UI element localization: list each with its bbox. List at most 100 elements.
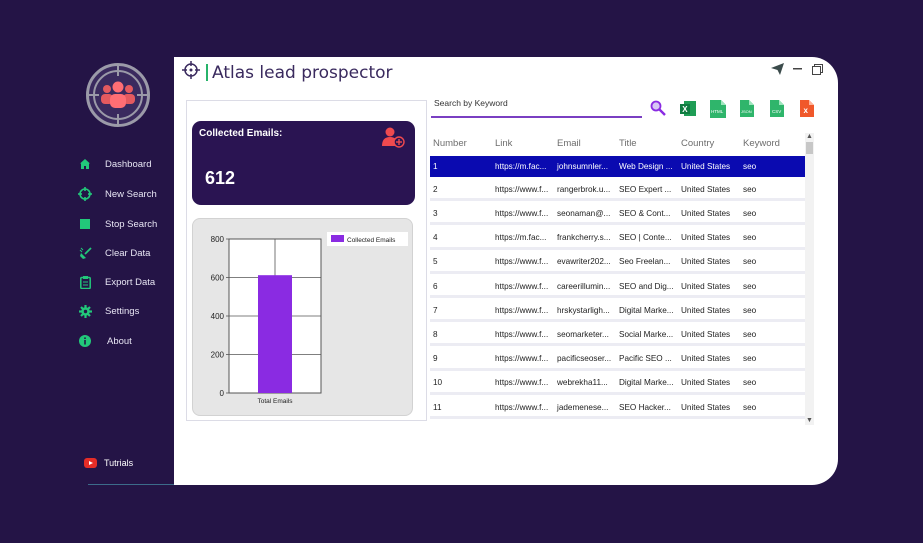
- search-input[interactable]: [432, 95, 637, 115]
- table-row[interactable]: 9 https://www.f... pacificseoser... Pacific…: [430, 349, 805, 371]
- nav-label: Dashboard: [105, 158, 152, 170]
- search-icon[interactable]: [650, 100, 666, 117]
- send-icon[interactable]: [770, 62, 784, 76]
- table-cell: frankcherry.s...: [557, 233, 611, 243]
- sidebar: Dashboard New Search Stop Search Clear D…: [0, 0, 174, 543]
- legend-label: Collected Emails: [347, 237, 396, 244]
- table-cell: seo: [743, 305, 757, 315]
- table-cell: United States: [681, 378, 731, 388]
- nav-clear-data[interactable]: Clear Data: [78, 242, 150, 264]
- table-cell: United States: [681, 233, 731, 243]
- chart-svg: 0 200 400 600 800 Total Emails Collected Email…: [211, 232, 408, 405]
- stats-panel: Collected Emails: 612 0 200 400 600 800 Total…: [186, 100, 427, 421]
- table-cell: https://www.f...: [495, 329, 549, 339]
- table-cell: United States: [681, 257, 731, 267]
- column-header[interactable]: Keyword: [743, 138, 780, 149]
- nav-label: About: [107, 335, 132, 347]
- table-cell: seo: [743, 208, 757, 218]
- table-cell: seonaman@...: [557, 208, 611, 218]
- table-cell: 10: [433, 378, 443, 388]
- app-title: Atlas lead prospector: [206, 63, 393, 83]
- nav-export-data[interactable]: Export Data: [78, 271, 155, 293]
- table-cell: webrekha11...: [557, 378, 608, 388]
- table-cell: seo: [743, 329, 757, 339]
- table-cell: https://www.f...: [495, 208, 549, 218]
- table-row[interactable]: 11 https://www.f... jademenese... SEO Hacke…: [430, 398, 805, 419]
- minimize-button[interactable]: [790, 62, 804, 76]
- table-row[interactable]: 6 https://www.f... careerillumin... SEO and…: [430, 277, 805, 298]
- table-scrollbar[interactable]: ▲ ▼: [805, 133, 814, 425]
- scroll-up-icon[interactable]: ▲: [806, 133, 813, 140]
- nav-new-search[interactable]: New Search: [78, 183, 157, 205]
- nav-dashboard[interactable]: Dashboard: [78, 153, 151, 175]
- crosshair-icon: [182, 61, 200, 84]
- tutorials-link[interactable]: Tutrials: [84, 458, 133, 468]
- table-cell: 5: [433, 257, 438, 267]
- table-cell: https://www.f...: [495, 305, 549, 315]
- table-cell: seo: [743, 257, 757, 267]
- restore-button[interactable]: [810, 62, 824, 76]
- column-header[interactable]: Country: [681, 138, 715, 149]
- crosshair-icon: [78, 187, 92, 201]
- table-row[interactable]: 4 https://m.fac... frankcherry.s... SEO | C…: [430, 228, 805, 250]
- y-tick-label: 200: [211, 351, 225, 360]
- table-cell: pacificseoser...: [557, 354, 612, 364]
- table-row[interactable]: 7 https://www.f... hrskystarligh... Digital…: [430, 301, 805, 323]
- nav-about[interactable]: About: [78, 330, 132, 352]
- table-cell: https://m.fac...: [495, 162, 547, 171]
- y-tick-label: 0: [220, 389, 225, 398]
- table-cell: 7: [433, 305, 438, 315]
- table-cell: SEO Hacker...: [619, 402, 671, 412]
- column-header[interactable]: Email: [557, 138, 581, 149]
- add-user-icon: [382, 127, 406, 154]
- table-row[interactable]: 3 https://www.f... seonaman@... SEO & Cont.…: [430, 204, 805, 226]
- table-cell: 6: [433, 281, 438, 291]
- table-cell: hrskystarligh...: [557, 305, 610, 315]
- table-cell: https://www.f...: [495, 354, 549, 364]
- table-row[interactable]: 2 https://www.f... rangerbrok.u... SEO Expe…: [430, 180, 805, 202]
- table-row[interactable]: 5 https://www.f... evawriter202... Seo Free…: [430, 252, 805, 274]
- table-cell: https://www.f...: [495, 257, 549, 267]
- scroll-down-icon[interactable]: ▼: [806, 417, 813, 424]
- table-cell: United States: [681, 184, 731, 194]
- table-cell: evawriter202...: [557, 257, 611, 267]
- app-logo: [86, 63, 150, 127]
- scroll-thumb[interactable]: [806, 142, 813, 154]
- nav-settings[interactable]: Settings: [78, 300, 139, 322]
- nav-label: Export Data: [105, 276, 156, 288]
- y-tick-label: 800: [211, 235, 225, 244]
- table-cell: United States: [681, 281, 731, 291]
- excel-icon[interactable]: X: [680, 100, 696, 117]
- x-tick-label: Total Emails: [257, 398, 293, 405]
- table-row[interactable]: 10 https://www.f... webrekha11... Digital M…: [430, 373, 805, 395]
- table-cell: seo: [743, 402, 757, 412]
- column-header[interactable]: Link: [495, 138, 513, 149]
- nav-stop-search[interactable]: Stop Search: [78, 213, 157, 235]
- table-cell: Web Design ...: [619, 162, 673, 171]
- table-cell: United States: [681, 162, 731, 171]
- table-cell: https://www.f...: [495, 378, 549, 388]
- table-cell: United States: [681, 208, 731, 218]
- svg-text:JSON: JSON: [741, 109, 752, 114]
- table-cell: 3: [433, 208, 438, 218]
- json-icon[interactable]: JSON: [740, 100, 754, 117]
- emails-chart: 0 200 400 600 800 Total Emails Collected Email…: [192, 218, 413, 416]
- table-cell: 4: [433, 233, 438, 243]
- gear-icon: [78, 304, 92, 318]
- table-cell: United States: [681, 329, 731, 339]
- column-header[interactable]: Title: [619, 138, 637, 149]
- leads-table: Number Link Email Title Country Keyword …: [430, 135, 815, 425]
- table-row[interactable]: 1 https://m.fac... johnsumnler... Web Desig…: [430, 156, 805, 177]
- table-cell: Social Marke...: [619, 329, 674, 339]
- html-icon[interactable]: HTML: [710, 100, 726, 118]
- home-icon: [78, 157, 92, 171]
- svg-text:X: X: [682, 105, 688, 114]
- table-cell: 8: [433, 329, 438, 339]
- csv-icon[interactable]: CSV: [770, 100, 784, 117]
- table-cell: https://m.fac...: [495, 233, 547, 243]
- column-header[interactable]: Number: [433, 138, 467, 149]
- delete-icon[interactable]: x: [800, 100, 814, 117]
- table-cell: SEO | Conte...: [619, 233, 672, 243]
- table-row[interactable]: 8 https://www.f... seomarketer... Social Ma…: [430, 325, 805, 347]
- table-cell: United States: [681, 402, 731, 412]
